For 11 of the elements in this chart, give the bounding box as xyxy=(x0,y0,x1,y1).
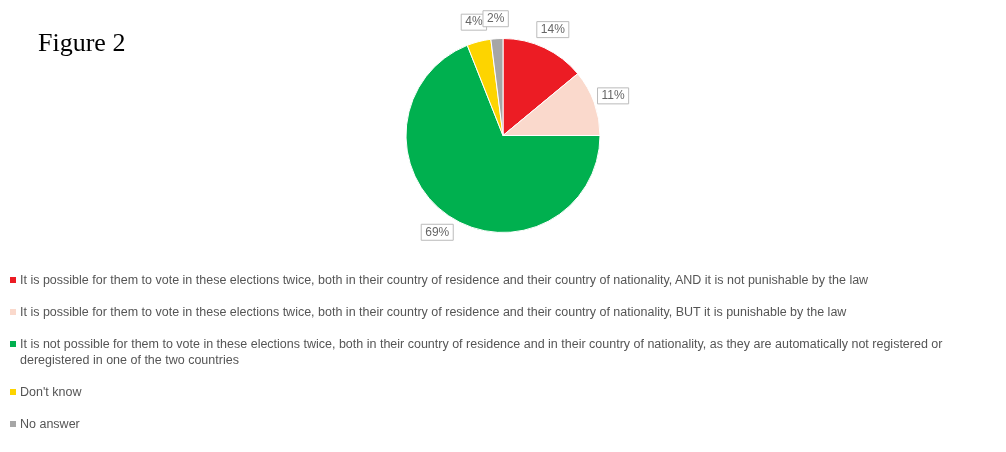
legend-label: Don't know xyxy=(20,384,82,400)
data-label: 2% xyxy=(486,11,505,26)
data-label: 4% xyxy=(465,14,483,29)
legend-label: It is possible for them to vote in these elections twice, both in their country of residence and their country of nationality, BUT it is punishable by the law xyxy=(20,304,847,320)
legend-label: It is possible for them to vote in these elections twice, both in their country of residence and their country of nationality, AND it is not punishable by the law xyxy=(20,272,869,288)
legend-label: It is not possible for them to vote in these elections twice, both in their country of residence and in their country of nationality, as they are automatically not registered or deregistered in one of the two countries xyxy=(20,336,944,368)
data-label: 11% xyxy=(601,88,625,103)
data-label: 69% xyxy=(425,224,450,239)
text: Figure 2 xyxy=(38,28,126,58)
data-label: 14% xyxy=(540,21,566,36)
legend-label: No answer xyxy=(20,416,80,432)
